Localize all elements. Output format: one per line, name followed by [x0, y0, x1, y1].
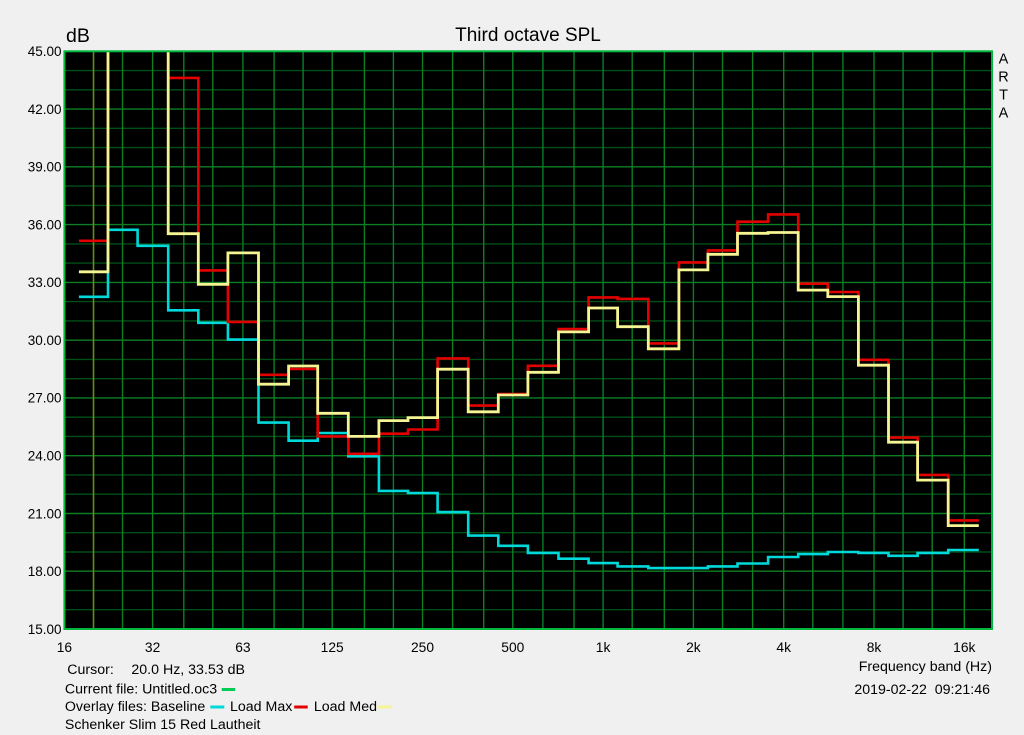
svg-text:Load Med: Load Med [314, 699, 377, 715]
svg-text:Current file: Untitled.oc3: Current file: Untitled.oc3 [65, 682, 217, 698]
svg-text:Schenker Slim 15 Red Lautheit: Schenker Slim 15 Red Lautheit [65, 717, 261, 733]
svg-text:500: 500 [501, 640, 524, 655]
svg-text:30.00: 30.00 [28, 333, 62, 348]
svg-text:2019-02-22 09:21:46: 2019-02-22 09:21:46 [854, 682, 990, 698]
svg-text:16k: 16k [953, 640, 975, 655]
svg-text:20.0 Hz, 33.53 dB: 20.0 Hz, 33.53 dB [131, 662, 245, 678]
svg-text:45.00: 45.00 [28, 44, 62, 59]
svg-text:250: 250 [411, 640, 434, 655]
svg-text:A: A [999, 52, 1009, 68]
svg-text:125: 125 [321, 640, 344, 655]
svg-text:21.00: 21.00 [28, 506, 62, 521]
svg-text:1k: 1k [596, 640, 611, 655]
svg-text:63: 63 [235, 640, 251, 655]
svg-text:15.00: 15.00 [28, 622, 62, 637]
svg-text:24.00: 24.00 [28, 449, 62, 464]
svg-text:4k: 4k [776, 640, 791, 655]
svg-text:16: 16 [57, 640, 73, 655]
svg-text:Load Max: Load Max [230, 699, 292, 715]
svg-text:Cursor:: Cursor: [67, 662, 114, 678]
svg-text:18.00: 18.00 [28, 564, 62, 579]
svg-text:dB: dB [66, 25, 90, 47]
svg-text:32: 32 [145, 640, 160, 655]
svg-text:T: T [999, 88, 1008, 104]
svg-text:39.00: 39.00 [28, 160, 62, 175]
svg-text:A: A [999, 106, 1009, 122]
svg-text:42.00: 42.00 [28, 102, 62, 117]
svg-text:33.00: 33.00 [28, 275, 62, 290]
svg-text:2k: 2k [686, 640, 701, 655]
svg-text:27.00: 27.00 [28, 391, 62, 406]
svg-text:Overlay files: Baseline: Overlay files: Baseline [65, 699, 205, 715]
svg-text:Frequency band (Hz): Frequency band (Hz) [859, 659, 992, 675]
svg-text:36.00: 36.00 [28, 217, 62, 232]
svg-text:8k: 8k [867, 640, 882, 655]
svg-text:R: R [998, 70, 1008, 86]
svg-text:Third octave SPL: Third octave SPL [455, 25, 601, 46]
